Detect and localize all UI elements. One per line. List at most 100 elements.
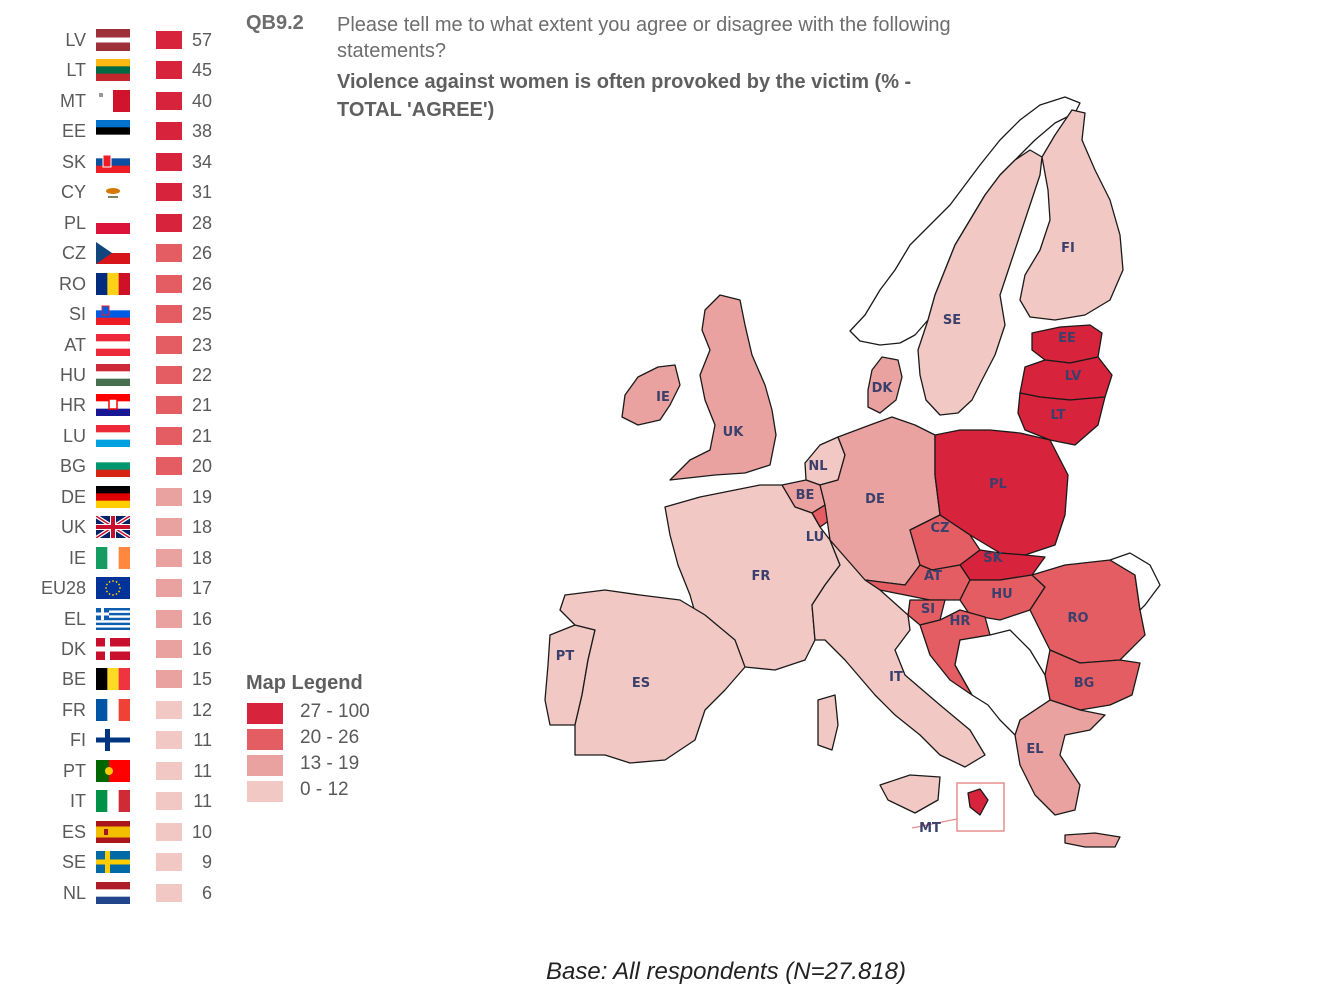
latvia-flag-icon <box>96 29 130 51</box>
country-code: CY <box>60 182 86 203</box>
ireland-flag-icon <box>96 546 130 569</box>
country-row: BE 15 <box>30 664 230 694</box>
portugal-flag-icon <box>96 759 130 782</box>
country-row: ES 10 <box>30 817 230 847</box>
country-value: 26 <box>191 273 212 294</box>
country-value: 16 <box>191 639 212 659</box>
country-row: DK 16 <box>30 634 230 664</box>
map-label-IT: IT <box>889 670 903 685</box>
value-swatch <box>156 700 182 719</box>
legend-label: 0 - 12 <box>300 779 349 800</box>
slovenia-flag-icon <box>96 303 130 326</box>
legend-label: 13 - 19 <box>300 753 360 774</box>
country-row: SK 34 <box>30 147 230 177</box>
country-shape-EL <box>1014 699 1106 816</box>
legend-title: Map Legend <box>246 672 363 694</box>
country-row: AT 23 <box>30 330 230 360</box>
hungary-flag-icon <box>96 363 130 386</box>
country-row: PT 11 <box>30 756 230 786</box>
greece-flag-icon <box>96 607 130 630</box>
legend-swatch <box>247 781 283 802</box>
country-value: 31 <box>191 182 212 203</box>
value-swatch <box>156 457 182 476</box>
value-swatch <box>156 670 182 689</box>
country-code: SE <box>61 852 86 873</box>
country-code: NL <box>62 882 86 903</box>
country-value: 10 <box>191 821 212 842</box>
country-code: IE <box>68 547 86 568</box>
value-swatch <box>156 396 182 415</box>
country-code: SI <box>68 304 86 325</box>
country-value: 11 <box>193 760 212 781</box>
romania-flag-icon <box>96 272 130 295</box>
map-label-IE: IE <box>656 390 670 405</box>
value-swatch <box>156 152 182 171</box>
poland-flag-icon <box>96 211 130 234</box>
map-label-SI: SI <box>921 602 935 617</box>
belgium-flag-icon <box>96 668 130 691</box>
italy-flag-icon <box>96 790 130 813</box>
question-code: QB9.2 <box>246 12 304 34</box>
value-swatch <box>156 91 182 110</box>
country-code: BG <box>59 456 86 477</box>
country-row: PL 28 <box>30 208 230 238</box>
uk-flag-icon <box>96 516 130 539</box>
slovakia-flag-icon <box>96 150 130 173</box>
country-value: 16 <box>191 608 212 629</box>
map-label-UK: UK <box>723 425 745 440</box>
map-label-SK: SK <box>983 551 1003 566</box>
value-swatch <box>156 305 182 324</box>
country-code: FR <box>62 699 86 720</box>
country-value: 45 <box>191 60 212 81</box>
map-label-NL: NL <box>808 459 827 474</box>
map-label-PT: PT <box>556 649 575 664</box>
value-swatch <box>156 335 182 354</box>
country-shape-LT <box>1017 392 1106 446</box>
country-value: 12 <box>191 699 212 720</box>
country-value: 28 <box>191 212 212 233</box>
austria-flag-icon <box>96 333 130 356</box>
malta-inset-pointer <box>911 818 958 829</box>
sweden-flag-icon <box>96 851 130 874</box>
france-flag-icon <box>96 698 130 721</box>
map-label-BE: BE <box>796 488 815 503</box>
bulgaria-flag-icon <box>96 455 130 478</box>
country-row: EE 38 <box>30 116 230 146</box>
country-shape-sardinia <box>817 694 839 751</box>
spain-flag-icon <box>96 820 130 843</box>
malta-inset-box <box>956 782 1005 832</box>
country-row: CZ 26 <box>30 238 230 268</box>
legend-item: 27 - 100 <box>246 701 446 727</box>
country-row: FI 11 <box>30 725 230 755</box>
country-code: PT <box>62 760 86 781</box>
country-row: UK 18 <box>30 512 230 542</box>
country-code: RO <box>59 273 86 294</box>
value-swatch <box>156 761 182 780</box>
country-value: 9 <box>201 852 212 873</box>
value-swatch <box>156 731 182 750</box>
lithuania-flag-icon <box>96 59 130 82</box>
value-swatch <box>156 487 182 506</box>
legend-item: 13 - 19 <box>246 753 446 779</box>
country-code: LU <box>62 425 86 446</box>
country-code: SK <box>61 151 86 172</box>
country-row: EU28 17 <box>30 573 230 603</box>
value-swatch <box>156 609 182 628</box>
country-row: DE 19 <box>30 482 230 512</box>
legend-swatch <box>247 729 283 750</box>
country-value: 57 <box>191 30 212 50</box>
country-shape-IE <box>621 364 681 426</box>
country-code: IT <box>70 791 86 812</box>
country-code: HU <box>60 364 86 385</box>
country-shape-sicily <box>879 774 941 814</box>
country-value: 17 <box>191 578 212 599</box>
legend-swatch <box>247 755 283 776</box>
country-code: HR <box>60 395 86 416</box>
cyprus-flag-icon <box>96 181 130 204</box>
country-row: IE 18 <box>30 543 230 573</box>
map-label-LT: LT <box>1051 408 1066 423</box>
croatia-flag-icon <box>96 394 130 417</box>
country-code: FI <box>70 730 86 751</box>
map-label-BG: BG <box>1074 676 1095 691</box>
country-row: LV 57 <box>30 25 230 55</box>
